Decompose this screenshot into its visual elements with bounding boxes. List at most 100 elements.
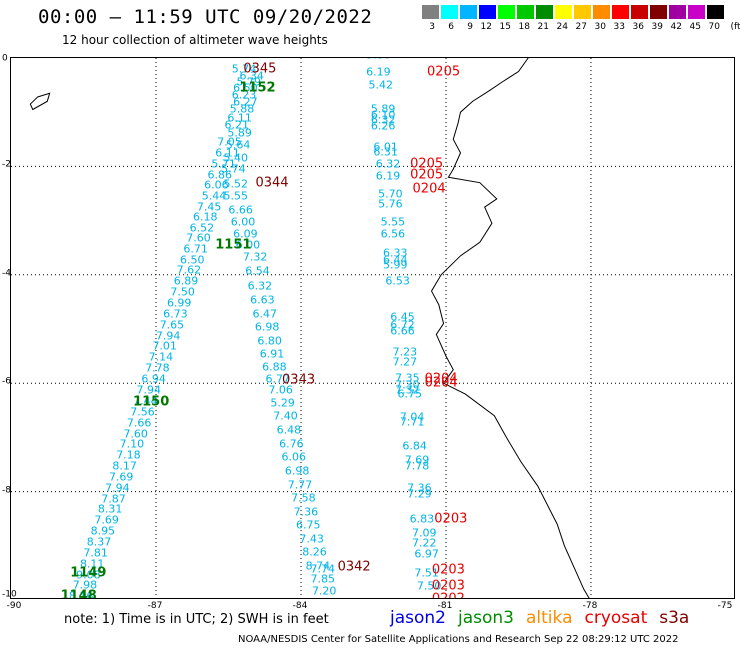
swh-label: 6.11 — [215, 146, 240, 160]
swh-label: 7.94 — [105, 481, 130, 495]
map-panel: 5.74 6.34 5.79 6.50 6.23 6.27 5.88 6.11 6.21 5.89… — [10, 57, 735, 599]
legend-swatch — [460, 5, 477, 19]
legend-swatch — [422, 5, 439, 19]
swh-label: 6.83 — [409, 512, 435, 526]
swh-label: 6.75 — [296, 518, 321, 532]
lat-tick-label: -2 — [2, 159, 11, 170]
chart-subtitle: 12 hour collection of altimeter wave hei… — [62, 33, 328, 47]
satellite-name-jason3: jason3 — [458, 608, 514, 628]
legend-label: 30 — [594, 22, 606, 32]
swh-label: 7.98 — [72, 578, 98, 592]
satellite-name-jason2: jason2 — [390, 608, 446, 628]
swh-label: 7.05 — [217, 135, 242, 149]
pass-time-label: 0204 — [424, 371, 458, 387]
legend-swatch — [612, 5, 629, 19]
lat-tick-label: -6 — [2, 376, 11, 387]
swh-label: 6.56 — [380, 227, 406, 241]
pass-time-label: 0203 — [431, 578, 465, 594]
swh-label: 6.54 — [245, 264, 270, 278]
legend-label: 6 — [448, 22, 454, 32]
legend-label: 21 — [537, 22, 549, 32]
legend-swatch — [479, 5, 496, 19]
swh-label: 7.36 — [293, 505, 319, 519]
swh-label: 5.70 — [378, 187, 403, 200]
swh-label: 7.01 — [152, 339, 177, 353]
swh-label: 5.74 — [231, 62, 257, 76]
swh-label: 6.50 — [180, 253, 205, 267]
swh-label: 7.56 — [130, 405, 155, 419]
swh-label: 7.77 — [287, 478, 313, 492]
lon-tick-label: -81 — [437, 601, 453, 611]
swh-label: 7.94 — [136, 383, 162, 397]
swh-label: 8.16 — [68, 589, 94, 599]
swh-label: 7.27 — [392, 355, 418, 369]
swh-label: 6.00 — [230, 215, 256, 229]
swh-label: 5.71 — [211, 157, 236, 171]
legend-swatch — [650, 5, 667, 19]
swh-label: 6.09 — [233, 227, 258, 241]
satellite-name-altika: altika — [526, 608, 573, 628]
pass-time-label: 0342 — [337, 559, 371, 575]
legend-label: 15 — [499, 22, 511, 32]
swh-label: 7.44 — [133, 394, 158, 408]
credit-footer: NOAA/NESDIS Center for Satellite Applica… — [238, 634, 679, 645]
swh-label: 6.91 — [259, 347, 285, 361]
swh-label: 9.08 — [76, 568, 101, 582]
swh-label: 7.78 — [404, 459, 430, 473]
swh-label: 6.33 — [383, 246, 408, 260]
legend-swatch — [593, 5, 610, 19]
swh-label: 7.09 — [412, 526, 437, 540]
swh-label: 6.84 — [402, 439, 427, 453]
pass-time-label: 0205 — [410, 167, 444, 183]
swh-label: 6.34 — [239, 69, 264, 83]
lat-tick-label: 0 — [2, 53, 8, 64]
swh-label: 6.98 — [254, 320, 280, 334]
swh-label: 6.89 — [173, 274, 199, 288]
swh-label: 5.42 — [368, 78, 394, 92]
swh-label: 8.17 — [112, 459, 137, 473]
pass-time-label: 1152 — [239, 80, 276, 96]
swh-label: 6.19 — [366, 65, 391, 79]
legend-swatch — [574, 5, 591, 19]
map-basemap — [11, 58, 734, 598]
pass-time-label: 0204 — [412, 181, 446, 197]
coastline — [430, 58, 590, 598]
swh-label: 6.21 — [224, 118, 249, 132]
legend-label: 24 — [556, 22, 568, 32]
swh-label: 6.94 — [141, 372, 166, 386]
swh-label: 6.23 — [231, 88, 257, 102]
legend-swatch — [498, 5, 515, 19]
pass-time-label: 0343 — [282, 372, 316, 388]
legend-swatch — [688, 5, 705, 19]
swh-label: 6.98 — [284, 464, 310, 478]
swh-label: 6.45 — [390, 310, 415, 324]
pass-time-label: 1151 — [215, 237, 252, 253]
swh-label: 7.10 — [119, 437, 145, 451]
swh-label: 6.66 — [228, 203, 253, 217]
legend-swatch — [555, 5, 572, 19]
swh-label: 6.66 — [390, 324, 415, 338]
legend-unit: (ft) — [730, 22, 740, 32]
chart-title: 00:00 – 11:59 UTC 09/20/2022 — [38, 6, 373, 28]
swh-label: 7.60 — [123, 427, 148, 441]
swh-label: 5.89 — [370, 102, 396, 116]
swh-label: 7.50 — [170, 285, 195, 299]
swh-label: 6.19 — [375, 169, 401, 183]
swh-label: 7.51 — [414, 566, 439, 580]
swh-label: 6.71 — [183, 242, 208, 256]
swh-label: 5.79 — [236, 75, 262, 89]
swh-label: 6.99 — [166, 296, 192, 310]
pass-time-label: 1148 — [60, 588, 97, 599]
swh-label: 7.35 — [395, 371, 420, 385]
swh-label: 6.80 — [257, 334, 282, 348]
swh-label: 7.30 — [395, 378, 420, 392]
legend-swatch — [441, 5, 458, 19]
legend-label: 70 — [708, 22, 720, 32]
legend-label: 36 — [632, 22, 644, 32]
legend-label: 27 — [575, 22, 587, 32]
swh-label: 5.44 — [201, 189, 227, 203]
pass-time-label: 0203 — [431, 562, 465, 578]
swh-label: 6.72 — [390, 318, 415, 332]
pass-time-label: 0205 — [410, 156, 444, 172]
lon-tick-label: -75 — [717, 601, 733, 611]
